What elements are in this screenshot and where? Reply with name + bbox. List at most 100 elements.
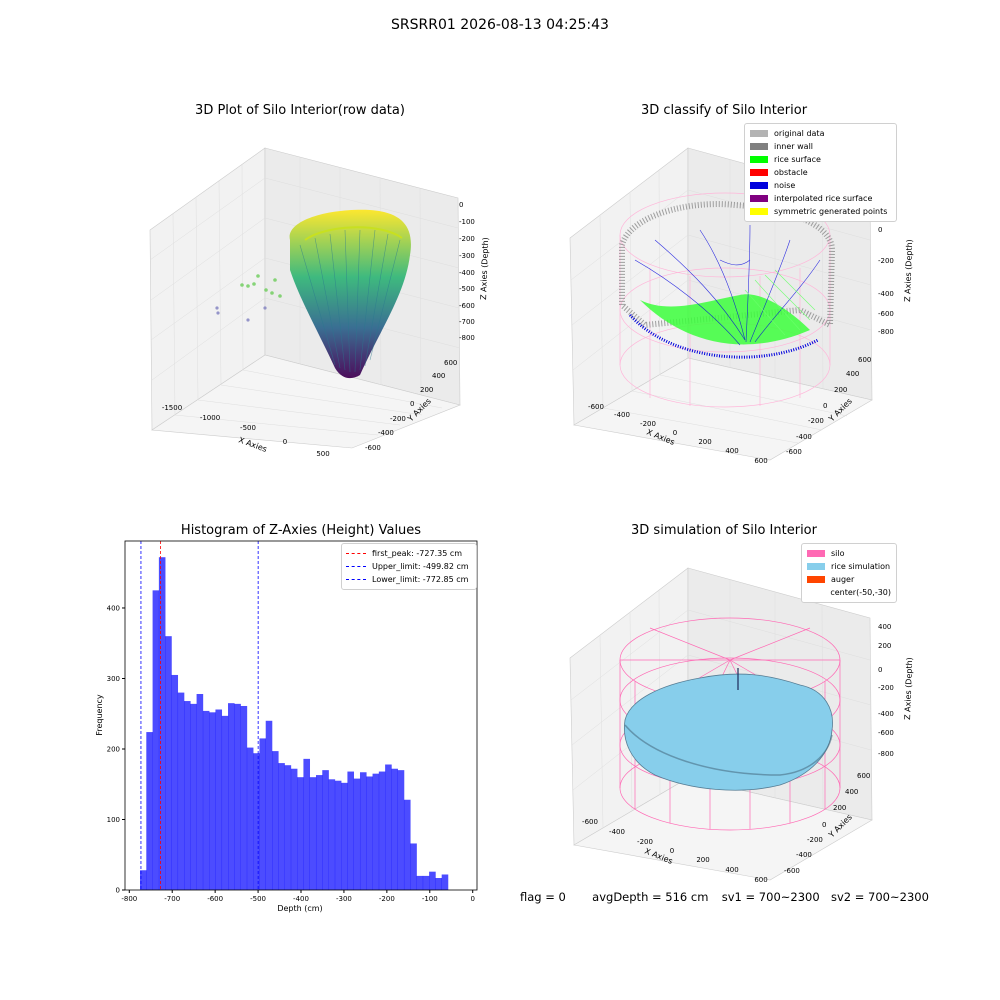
sim-xtick: 400: [725, 866, 738, 874]
histogram-bar: [234, 703, 241, 890]
histogram-bar: [309, 777, 317, 890]
sim-ytick: 600: [857, 772, 870, 780]
legend-item: rice simulation: [807, 560, 891, 573]
histogram-bar: [146, 732, 153, 890]
classify-ytick: -200: [808, 417, 824, 425]
legend-item: auger: [807, 573, 891, 586]
sim-ytick: -400: [796, 851, 812, 859]
legend-item: noise: [750, 179, 891, 192]
raw-ztick: 0: [459, 201, 463, 209]
raw-ztick: -200: [459, 235, 475, 243]
simulation-x-ticks: -600 -400 -200 0 200 400 600: [582, 818, 768, 884]
sim-ztick: 400: [878, 623, 891, 631]
classify-y-ticks: -600 -400 -200 0 200 400 600: [786, 356, 871, 456]
sim-ztick: -200: [878, 684, 894, 692]
histogram-bar: [378, 771, 386, 890]
histogram-bar: [140, 870, 147, 890]
sim-xtick: 600: [754, 876, 767, 884]
rice-surface-shading: [624, 724, 833, 776]
histogram-xtick-label: -700: [164, 895, 180, 903]
sim-ytick: 0: [822, 821, 826, 829]
histogram-bar: [228, 703, 235, 890]
sim-ytick: 400: [845, 788, 858, 796]
raw-ytick: -200: [390, 415, 406, 423]
legend-label: noise: [774, 181, 796, 190]
raw-y-ticks: -600 -400 -200 0 200 400 600: [365, 359, 457, 452]
histogram-xtick-label: 0: [470, 895, 474, 903]
raw-plot-title: 3D Plot of Silo Interior(row data): [195, 103, 405, 118]
classify-ytick: 0: [823, 402, 827, 410]
sim-ztick: 0: [878, 666, 882, 674]
classify-ytick: 600: [858, 356, 871, 364]
histogram-bar: [347, 771, 354, 890]
classify-ytick: 400: [846, 370, 859, 378]
raw-xtick: -500: [240, 424, 256, 432]
sim-xtick: 200: [696, 856, 709, 864]
legend-swatch: [750, 208, 768, 215]
avg-depth-text: avgDepth = 516 cm: [592, 890, 709, 904]
histogram-xtick-label: -100: [422, 895, 438, 903]
histogram-y-ticks: 0 100 200 300 400: [107, 604, 125, 895]
histogram-bar: [435, 878, 442, 890]
legend-label: silo: [831, 549, 845, 558]
raw-xtick: -1500: [162, 404, 182, 412]
histogram-bar: [422, 875, 430, 890]
histogram-bar: [353, 778, 361, 890]
raw-3d-plot: -1500 -1000 -500 0 500 X Axies -600 -400…: [149, 147, 490, 458]
histogram-bar: [290, 768, 298, 890]
histogram-bar: [429, 871, 436, 890]
legend-label: auger: [831, 575, 855, 584]
classify-xtick: 200: [698, 438, 711, 446]
raw-ztick: -100: [459, 218, 475, 226]
legend-line: [346, 579, 366, 580]
legend-item: symmetric generated points: [750, 205, 891, 218]
sim-xtick: -200: [637, 838, 653, 846]
raw-ytick: -400: [378, 429, 394, 437]
classify-xtick: 400: [725, 447, 738, 455]
sim-ztick: -400: [878, 710, 894, 718]
histogram-bar: [359, 772, 367, 890]
legend-label: Lower_limit: -772.85 cm: [372, 575, 469, 584]
raw-xtick: 0: [283, 438, 287, 446]
status-line: flag = 0 avgDepth = 516 cm sv1 = 700~230…: [520, 890, 929, 904]
classify-z-label: Z Axies (Depth): [903, 239, 914, 302]
classify-z-ticks: 200 0 -200 -400 -600 -800: [878, 206, 894, 336]
histogram-bar: [322, 770, 329, 890]
histogram-bar: [253, 753, 260, 890]
histogram-bar: [221, 715, 229, 890]
flag-text: flag = 0: [520, 890, 566, 904]
histogram-bar: [202, 710, 210, 890]
legend-item: Lower_limit: -772.85 cm: [346, 573, 472, 586]
histogram-bar: [259, 738, 267, 890]
histogram-title: Histogram of Z-Axies (Height) Values: [180, 523, 422, 538]
raw-ztick: -500: [459, 285, 475, 293]
legend-item: center(-50,-30): [807, 586, 891, 599]
classify-ztick: -800: [878, 328, 894, 336]
legend-label: first_peak: -727.35 cm: [372, 549, 463, 558]
histogram-bar: [246, 747, 254, 890]
histogram-bar: [297, 777, 304, 890]
legend-label: Upper_limit: -499.82 cm: [372, 562, 469, 571]
classify-plot-title: 3D classify of Silo Interior: [640, 103, 808, 118]
raw-xtick: -1000: [200, 414, 220, 422]
legend-item: obstacle: [750, 166, 891, 179]
histogram-bar: [385, 764, 392, 890]
legend-label: original data: [774, 129, 825, 138]
raw-ztick: -300: [459, 252, 475, 260]
raw-ytick: 0: [410, 400, 414, 408]
histogram-bar: [171, 674, 179, 890]
histogram-y-label: Frequency: [95, 694, 104, 736]
raw-ztick: -700: [459, 318, 475, 326]
histogram-bar: [366, 776, 373, 890]
simulation-3d-plot: -600 -400 -200 0 200 400 600 X Axies -60…: [569, 567, 914, 884]
sim-ztick: -800: [878, 750, 894, 758]
rice-simulation-surface: [624, 673, 833, 791]
histogram-xtick-label: -800: [121, 895, 137, 903]
classify-xtick: 600: [754, 457, 767, 465]
sim-ytick: 200: [833, 804, 846, 812]
histogram-bar: [209, 712, 216, 890]
raw-ztick: -600: [459, 302, 475, 310]
raw-z-label: Z Axies (Depth): [479, 237, 490, 300]
raw-z-ticks: 0 -100 -200 -300 -400 -500 -600 -700 -80…: [459, 201, 475, 342]
classify-ytick: 200: [834, 386, 847, 394]
